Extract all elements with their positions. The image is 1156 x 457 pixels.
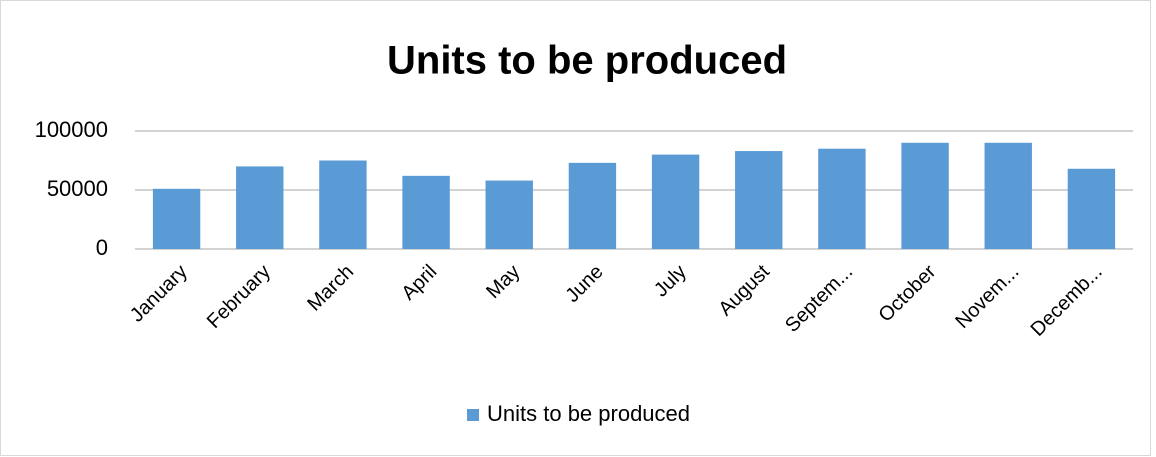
y-tick-label: 100000 bbox=[35, 117, 108, 142]
bar bbox=[735, 151, 783, 249]
bar bbox=[818, 148, 866, 249]
bar bbox=[901, 142, 949, 249]
y-tick-label: 0 bbox=[96, 235, 108, 260]
bar bbox=[1067, 168, 1116, 249]
bar bbox=[651, 154, 700, 249]
bar bbox=[402, 175, 450, 249]
bar bbox=[152, 188, 201, 249]
bar bbox=[568, 162, 617, 249]
chart-title: Units to be produced bbox=[387, 39, 787, 83]
bar bbox=[984, 142, 1032, 249]
bar bbox=[236, 166, 284, 249]
bar bbox=[319, 160, 367, 249]
bar bbox=[485, 180, 533, 249]
legend-swatch bbox=[467, 409, 479, 421]
legend-label: Units to be produced bbox=[487, 401, 690, 426]
y-tick-label: 50000 bbox=[47, 176, 108, 201]
